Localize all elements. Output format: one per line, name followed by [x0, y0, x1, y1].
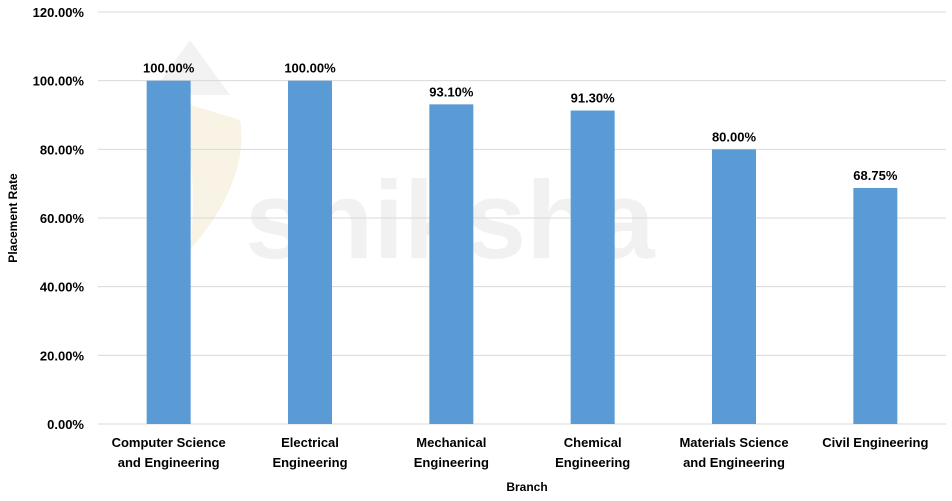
- x-tick-label: Engineering: [555, 455, 630, 470]
- data-label: 91.30%: [571, 91, 616, 106]
- bar: [570, 110, 615, 424]
- bar: [712, 149, 756, 425]
- data-label: 80.00%: [712, 129, 757, 144]
- x-tick-label: Materials Science: [679, 435, 788, 450]
- data-label: 93.10%: [429, 84, 474, 99]
- x-axis-title: Branch: [506, 480, 547, 494]
- x-tick-label: Civil Engineering: [822, 435, 928, 450]
- x-tick-label: and Engineering: [118, 455, 220, 470]
- gridlines: [98, 11, 946, 425]
- y-tick-label: 60.00%: [40, 211, 85, 226]
- y-axis-title: Placement Rate: [6, 173, 20, 263]
- y-tick-label: 100.00%: [33, 74, 85, 89]
- x-tick-label: and Engineering: [683, 455, 785, 470]
- x-tick-label: Electrical: [281, 435, 339, 450]
- x-tick-label: Computer Science: [112, 435, 226, 450]
- bars: [146, 80, 898, 425]
- bar: [429, 104, 474, 425]
- x-tick-label: Engineering: [414, 455, 489, 470]
- x-tick-label: Engineering: [272, 455, 347, 470]
- bar: [853, 187, 898, 424]
- y-axis-ticks: 0.00% 20.00% 40.00% 60.00% 80.00% 100.00% 120.…: [33, 5, 85, 432]
- data-labels: 100.00% 100.00% 93.10% 91.30% 80.00% 68.75%: [143, 61, 898, 183]
- data-label: 100.00%: [143, 61, 195, 76]
- x-tick-label: Chemical: [564, 435, 622, 450]
- y-tick-label: 20.00%: [40, 348, 85, 363]
- x-axis-ticks: Computer Science and Engineering Electrica…: [112, 435, 929, 470]
- y-tick-label: 120.00%: [33, 5, 85, 20]
- bar: [146, 80, 191, 425]
- y-tick-label: 40.00%: [40, 280, 85, 295]
- y-tick-label: 80.00%: [40, 142, 85, 157]
- y-tick-label: 0.00%: [47, 417, 84, 432]
- bar: [288, 80, 332, 425]
- data-label: 68.75%: [853, 168, 898, 183]
- data-label: 100.00%: [284, 61, 336, 76]
- x-tick-label: Mechanical: [416, 435, 486, 450]
